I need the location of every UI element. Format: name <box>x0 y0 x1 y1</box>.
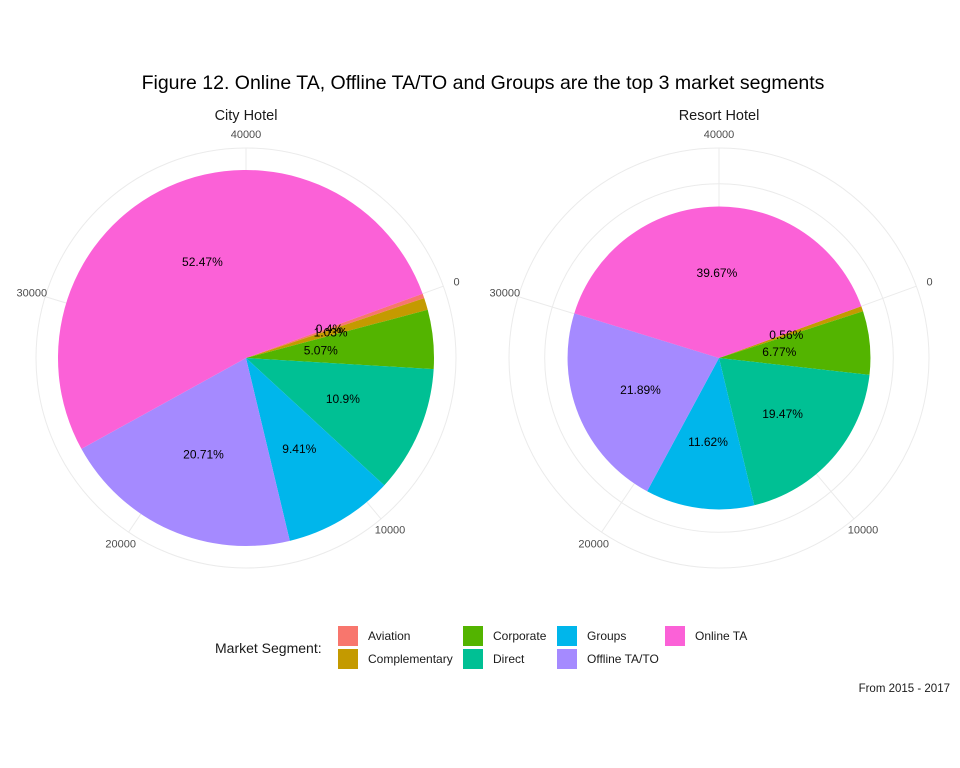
legend-swatch-corporate <box>463 626 483 646</box>
legend-label-groups: Groups <box>587 629 627 643</box>
city-hotel-slice-direct <box>246 358 434 486</box>
city-hotel-panel-title: City Hotel <box>215 108 278 124</box>
legend-swatch-direct <box>463 649 483 669</box>
figure-title: Figure 12. Online TA, Offline TA/TO and … <box>142 72 825 94</box>
resort-hotel-tick-40000: 40000 <box>704 129 735 141</box>
legend-swatch-offline-ta-to <box>557 649 577 669</box>
resort-hotel-panel-title: Resort Hotel <box>679 108 760 124</box>
legend-item-direct: Direct <box>463 648 524 670</box>
resort-hotel-slice-complementary <box>719 306 864 358</box>
city-hotel-slice-aviation <box>246 293 425 358</box>
city-hotel-panel: City Hotel 0 10000 20000 30000 40000 0.4%1.0… <box>17 108 460 569</box>
legend-label-aviation: Aviation <box>368 629 411 643</box>
city-hotel-slices <box>57 169 435 547</box>
city-hotel-slice-offline-ta-to <box>81 358 290 547</box>
resort-hotel-slice-corporate <box>719 311 871 375</box>
city-hotel-tick-labels: 0 10000 20000 30000 40000 <box>17 129 460 551</box>
resort-hotel-panel: Resort Hotel 0 10000 20000 30000 40000 0.56%… <box>490 108 933 569</box>
legend-swatch-complementary <box>338 649 358 669</box>
legend-label-offline-ta-to: Offline TA/TO <box>587 652 659 666</box>
city-hotel-tick-40000: 40000 <box>231 129 262 141</box>
legend-item-aviation: Aviation <box>338 625 410 647</box>
legend-title: Market Segment: <box>215 640 322 656</box>
legend-item-groups: Groups <box>557 625 626 647</box>
legend-swatch-groups <box>557 626 577 646</box>
legend-item-complementary: Complementary <box>338 648 453 670</box>
resort-hotel-data-labels: 0.56% 6.77% 19.47% 11.62% 21.89% 39.67% <box>620 266 803 449</box>
legend-label-corporate: Corporate <box>493 629 547 643</box>
legend: Market Segment: Aviation Complementary C… <box>215 621 815 671</box>
city-hotel-tick-20000: 20000 <box>105 539 136 551</box>
resort-hotel-label-direct: 19.47% <box>762 407 803 421</box>
city-hotel-tick-0: 0 <box>453 276 459 288</box>
legend-label-online-ta: Online TA <box>695 629 748 643</box>
city-hotel-label-online-ta: 52.47% <box>182 255 223 269</box>
city-hotel-tick-30000: 30000 <box>17 288 48 300</box>
legend-item-online-ta: Online TA <box>665 625 747 647</box>
resort-hotel-slices <box>567 206 871 510</box>
resort-hotel-slice-direct <box>719 358 870 506</box>
resort-hotel-tick-labels: 0 10000 20000 30000 40000 <box>490 129 933 551</box>
legend-item-offline-ta-to: Offline TA/TO <box>557 648 659 670</box>
city-hotel-slice-complementary <box>246 298 428 358</box>
caption: From 2015 - 2017 <box>858 683 950 695</box>
legend-swatch-online-ta <box>665 626 685 646</box>
city-hotel-tick-10000: 10000 <box>375 525 406 537</box>
legend-label-complementary: Complementary <box>368 652 453 666</box>
resort-hotel-slice-groups <box>647 358 755 510</box>
city-hotel-label-offline-ta-to: 20.71% <box>183 447 224 461</box>
resort-hotel-tick-10000: 10000 <box>848 525 879 537</box>
city-hotel-slice-corporate <box>246 309 435 370</box>
city-hotel-label-groups: 9.41% <box>282 442 316 456</box>
city-hotel-label-aviation: 0.4% <box>316 322 344 336</box>
city-hotel-slice-online-ta <box>57 169 423 449</box>
city-hotel-data-labels: 0.4%1.03% 5.07% 10.9% 9.41% 20.71% 52.47% <box>182 255 360 461</box>
legend-swatch-aviation <box>338 626 358 646</box>
resort-hotel-label-offline-ta-to: 21.89% <box>620 383 661 397</box>
resort-hotel-tick-20000: 20000 <box>578 539 609 551</box>
legend-item-corporate: Corporate <box>463 625 546 647</box>
legend-label-direct: Direct <box>493 652 525 666</box>
city-hotel-slice-groups <box>246 358 385 541</box>
resort-hotel-slice-online-ta <box>574 206 862 358</box>
resort-hotel-label-complementary: 0.56% <box>769 328 803 342</box>
resort-hotel-tick-0: 0 <box>926 276 932 288</box>
city-hotel-label-direct: 10.9% <box>326 392 360 406</box>
resort-hotel-tick-30000: 30000 <box>490 288 521 300</box>
resort-hotel-label-corporate: 6.77% <box>762 345 796 359</box>
city-hotel-label-corporate: 5.07% <box>304 344 338 358</box>
resort-hotel-label-online-ta: 39.67% <box>697 266 738 280</box>
resort-hotel-slice-offline-ta-to <box>567 313 719 492</box>
resort-hotel-label-groups: 11.62% <box>688 435 728 449</box>
city-hotel-label-complementary: 1.03% <box>314 326 348 340</box>
